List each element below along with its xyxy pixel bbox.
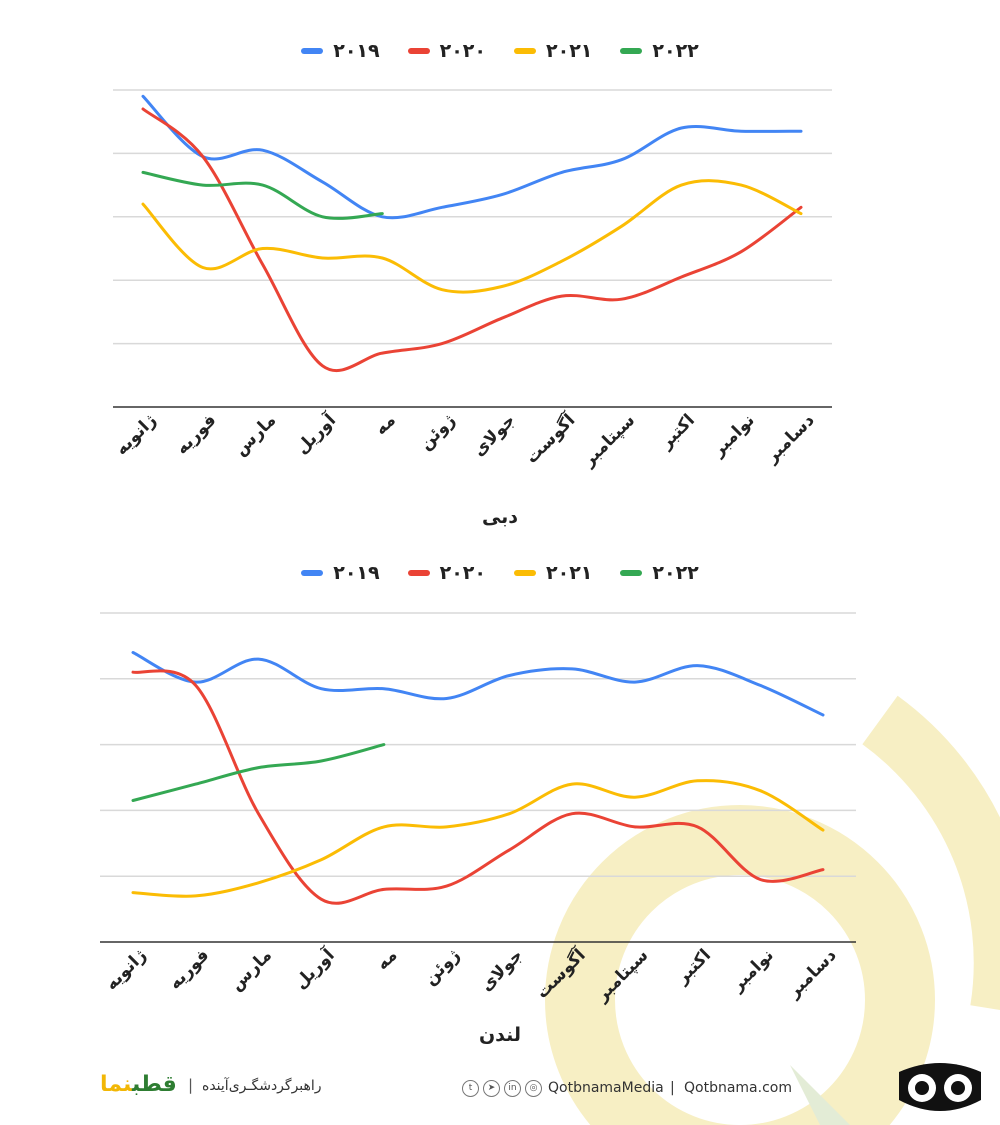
- legend-label-2021: ۲۰۲۱: [546, 40, 593, 62]
- legend-label-2022: ۲۰۲۲: [652, 40, 699, 62]
- decoration-ring-outer: [545, 805, 935, 1125]
- legend-swatch-2022: [620, 48, 643, 54]
- legend-label-2020: ۲۰۲۰: [439, 562, 486, 584]
- chart-title: دبی: [481, 506, 519, 528]
- website-separator: |: [670, 1080, 675, 1096]
- x-tick-label: سپتامبر: [592, 945, 653, 1006]
- x-tick-label: جولای: [469, 410, 519, 460]
- legend-label-2020: ۲۰۲۰: [439, 40, 486, 62]
- owl-left-pupil: [915, 1081, 929, 1095]
- x-tick-label: سپتامبر: [578, 410, 639, 471]
- legend-item-2021: ۲۰۲۱: [514, 40, 592, 62]
- x-tick-label: فوریه: [165, 945, 213, 993]
- x-tick-label: نوامبر: [727, 945, 778, 996]
- legend-label-2019: ۲۰۱۹: [333, 40, 380, 62]
- legend-label-2022: ۲۰۲۲: [652, 562, 699, 584]
- series-line: [131, 669, 825, 905]
- legend-swatch-2020: [407, 48, 430, 54]
- series-line: [131, 743, 386, 802]
- website-link[interactable]: Qotbnama.com: [684, 1080, 792, 1096]
- series-line: [131, 779, 825, 898]
- x-tick-label: فوریه: [172, 410, 220, 458]
- social-handle[interactable]: QotbnamaMedia: [548, 1080, 664, 1096]
- decoration-arc: [862, 695, 1000, 1010]
- linkedin-icon[interactable]: in: [504, 1080, 521, 1097]
- x-tick-label: مه: [371, 410, 400, 439]
- x-tick-label: جولای: [477, 945, 527, 995]
- footer-separator: |: [188, 1076, 194, 1094]
- legend-item-2022: ۲۰۲۲: [620, 40, 699, 62]
- legend-item-2019: ۲۰۱۹: [301, 562, 380, 584]
- x-tick-label: ژوئن: [416, 410, 460, 454]
- series-line: [141, 94, 803, 220]
- chart-title: لندن: [478, 1024, 522, 1046]
- owl-logo-icon: [899, 1063, 981, 1111]
- legend-swatch-2019: [301, 48, 324, 54]
- x-tick-label: مه: [373, 945, 402, 974]
- x-tick-label: اکتبر: [656, 410, 699, 453]
- brand-logo-accent: نما: [100, 1072, 132, 1097]
- legend-item-2021: ۲۰۲۱: [514, 562, 592, 584]
- london-chart: ۲۰۱۹ ۲۰۲۰ ۲۰۲۱ ۲۰۲۲ ژانویه فوریه مارس آوریل…: [0, 540, 1000, 1060]
- legend-swatch-2019: [301, 570, 324, 576]
- x-tick-label: مارس: [231, 410, 281, 460]
- x-tick-label: آگوست: [521, 408, 581, 468]
- x-tick-label: آوریل: [289, 943, 339, 993]
- legend-item-2020: ۲۰۲۰: [407, 562, 486, 584]
- x-tick-label: ژانویه: [111, 410, 160, 459]
- owl-right-pupil: [951, 1081, 965, 1095]
- legend: ۲۰۱۹ ۲۰۲۰ ۲۰۲۱ ۲۰۲۲: [0, 40, 1000, 62]
- london-plot: ژانویه فوریه مارس آوریل مه ژوئن جولای آگوست سپتا…: [100, 612, 856, 1006]
- legend-item-2022: ۲۰۲۲: [620, 562, 699, 584]
- instagram-icon[interactable]: ◎: [525, 1080, 542, 1097]
- twitter-icon[interactable]: t: [462, 1080, 479, 1097]
- legend-swatch-2021: [514, 48, 536, 54]
- x-tick-label: آگوست: [531, 943, 591, 1003]
- dubai-plot: ژانویه فوریه مارس آوریل مه ژوئن جولای آگوست سپتا…: [111, 89, 832, 471]
- x-tick-label: آوریل: [291, 408, 341, 458]
- x-tick-label: اکتبر: [672, 945, 715, 988]
- telegram-icon[interactable]: ➤: [483, 1080, 500, 1097]
- brand-logo[interactable]: قطبنما: [100, 1072, 177, 1097]
- legend-swatch-2022: [620, 570, 643, 576]
- legend-label-2019: ۲۰۱۹: [333, 562, 380, 584]
- series-line: [141, 179, 803, 294]
- social-links: t ➤ in ◎: [462, 1080, 542, 1097]
- x-tick-label: مارس: [226, 945, 276, 995]
- series-line: [131, 651, 825, 717]
- x-tick-label: دسامبر: [783, 945, 840, 1002]
- decoration-leaf: [790, 1065, 850, 1125]
- tagline: راهبرگردشگـری‌آینده: [202, 1078, 322, 1094]
- legend-item-2020: ۲۰۲۰: [407, 40, 486, 62]
- legend-item-2019: ۲۰۱۹: [301, 40, 380, 62]
- brand-logo-main: قطب: [132, 1072, 177, 1097]
- legend-swatch-2021: [514, 570, 536, 576]
- series-line: [141, 170, 384, 220]
- footer: قطبنما | راهبرگردشگـری‌آینده t ➤ in ◎ Qo…: [0, 1060, 1000, 1125]
- legend-label-2021: ۲۰۲۱: [546, 562, 593, 584]
- x-tick-label: دسامبر: [761, 410, 818, 467]
- legend: ۲۰۱۹ ۲۰۲۰ ۲۰۲۱ ۲۰۲۲: [0, 562, 1000, 584]
- series-line: [141, 107, 803, 373]
- legend-swatch-2020: [407, 570, 430, 576]
- dubai-chart: ۲۰۱۹ ۲۰۲۰ ۲۰۲۱ ۲۰۲۲ ژانویه فوریه مارس آوریل…: [0, 0, 1000, 540]
- x-tick-label: ژانویه: [101, 945, 150, 994]
- x-tick-label: ژوئن: [420, 945, 464, 989]
- x-tick-label: نوامبر: [708, 410, 759, 461]
